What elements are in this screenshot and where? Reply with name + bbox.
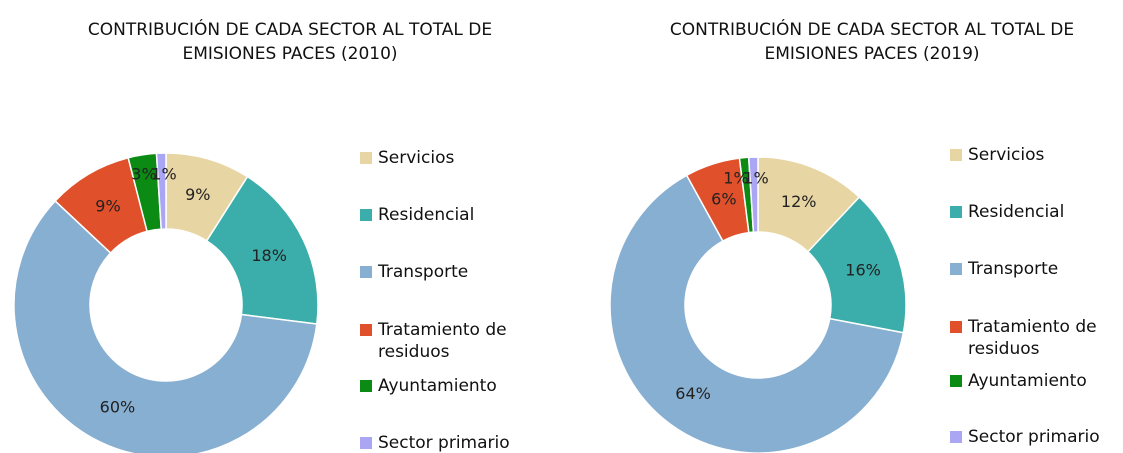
data-label: 60% — [100, 398, 136, 417]
data-label: 9% — [95, 196, 120, 215]
legend-entry: Tratamiento de residuos — [360, 319, 538, 363]
legend-swatch — [360, 380, 372, 392]
legend-swatch — [950, 263, 962, 275]
data-label: 64% — [675, 384, 711, 403]
chart-title: CONTRIBUCIÓN DE CADA SECTOR AL TOTAL DE … — [87, 20, 493, 64]
legend-entry: Sector primario — [360, 432, 538, 453]
legend-entry: Servicios — [360, 147, 538, 169]
data-label: 12% — [781, 192, 817, 211]
legend-entry: Transporte — [360, 261, 538, 283]
legend-entry: Ayuntamiento — [950, 370, 1123, 392]
legend-entry: Tratamiento de residuos — [950, 316, 1123, 360]
legend-swatch — [950, 149, 962, 161]
legend-swatch — [950, 206, 962, 218]
data-label: 1% — [151, 165, 176, 184]
legend-entry: Servicios — [950, 144, 1123, 166]
donut-slice — [155, 152, 167, 230]
legend-swatch — [360, 152, 372, 164]
legend-entry: Residencial — [950, 201, 1123, 223]
legend-entry: Ayuntamiento — [360, 375, 538, 397]
legend-swatch — [950, 431, 962, 443]
donut-slice — [747, 156, 759, 233]
legend-entry: Residencial — [360, 204, 538, 226]
data-label: 6% — [711, 189, 736, 208]
donut-slice — [205, 175, 319, 325]
legend-swatch — [360, 209, 372, 221]
data-label: 9% — [185, 185, 210, 204]
legend-swatch — [950, 375, 962, 387]
data-label: 18% — [251, 246, 287, 265]
legend-entry: Sector primario — [950, 426, 1123, 448]
data-label: 1% — [723, 169, 748, 188]
legend-swatch — [950, 321, 962, 333]
donut-slice — [13, 199, 318, 453]
data-label: 1% — [743, 169, 768, 188]
legend-entry: Transporte — [950, 258, 1123, 280]
legend-swatch — [360, 437, 372, 449]
data-label: 3% — [131, 165, 156, 184]
legend-swatch — [360, 324, 372, 336]
donut-slice — [609, 174, 905, 453]
data-label: 16% — [845, 260, 881, 279]
legend-swatch — [360, 266, 372, 278]
chart-title: CONTRIBUCIÓN DE CADA SECTOR AL TOTAL DE … — [669, 20, 1075, 64]
